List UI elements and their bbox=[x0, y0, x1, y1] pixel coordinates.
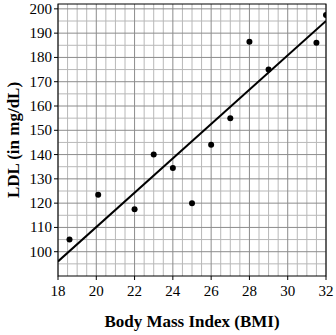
tick-mark bbox=[54, 33, 58, 34]
tick-mark bbox=[54, 178, 58, 179]
x-axis-title: Body Mass Index (BMI) bbox=[104, 312, 279, 331]
y-axis-title: LDL (in mg/dL) bbox=[4, 82, 23, 198]
tick-mark bbox=[54, 81, 58, 82]
data-group bbox=[58, 12, 326, 261]
grid-line bbox=[249, 4, 250, 276]
grid-line bbox=[287, 4, 288, 276]
tick-label: 32 bbox=[319, 283, 334, 299]
grid-line bbox=[58, 178, 326, 179]
tick-mark bbox=[54, 203, 58, 204]
tick-mark bbox=[54, 154, 58, 155]
tick-mark bbox=[211, 276, 212, 280]
grid-line bbox=[58, 251, 326, 252]
tick-label: 100 bbox=[30, 244, 53, 260]
grid-line bbox=[96, 4, 97, 276]
tick-mark bbox=[54, 8, 58, 9]
tick-mark bbox=[54, 227, 58, 228]
tick-mark bbox=[96, 276, 97, 280]
point bbox=[227, 115, 233, 121]
point bbox=[323, 12, 326, 18]
tick-mark bbox=[134, 276, 135, 280]
grid-line bbox=[58, 33, 326, 34]
grid-line bbox=[58, 130, 326, 131]
tick-label: 20 bbox=[89, 283, 104, 299]
tick-mark bbox=[54, 57, 58, 58]
plot-frame bbox=[58, 4, 326, 276]
minor-grid-line bbox=[58, 191, 326, 192]
point bbox=[189, 200, 195, 206]
grid-line bbox=[58, 227, 326, 228]
tick-label: 150 bbox=[30, 122, 53, 138]
minor-grid-line bbox=[58, 93, 326, 94]
tick-mark bbox=[54, 251, 58, 252]
point bbox=[66, 237, 72, 243]
tick-mark bbox=[326, 276, 327, 280]
tick-label: 180 bbox=[30, 49, 53, 65]
grid-line bbox=[58, 8, 326, 9]
grid bbox=[58, 4, 326, 276]
grid-line bbox=[172, 4, 173, 276]
tick-label: 22 bbox=[127, 283, 142, 299]
grid-line bbox=[134, 4, 135, 276]
grid-line bbox=[58, 106, 326, 107]
minor-grid-line bbox=[58, 239, 326, 240]
tick-label: 120 bbox=[30, 195, 53, 211]
point bbox=[208, 142, 214, 148]
tick-mark bbox=[54, 106, 58, 107]
tick-mark bbox=[54, 130, 58, 131]
tick-label: 140 bbox=[30, 147, 53, 163]
tick-label: 110 bbox=[30, 219, 52, 235]
grid-line bbox=[58, 154, 326, 155]
trend-line bbox=[58, 21, 326, 261]
tick-label: 18 bbox=[51, 283, 66, 299]
grid-line bbox=[211, 4, 212, 276]
grid-line bbox=[58, 81, 326, 82]
tick-mark bbox=[58, 276, 59, 280]
point bbox=[313, 40, 319, 46]
tick-label: 24 bbox=[165, 283, 181, 299]
point bbox=[170, 165, 176, 171]
minor-grid-line bbox=[58, 45, 326, 46]
tick-mark bbox=[249, 276, 250, 280]
minor-grid-line bbox=[58, 215, 326, 216]
minor-grid-line bbox=[58, 21, 326, 22]
tick-mark bbox=[172, 276, 173, 280]
tick-label: 200 bbox=[30, 1, 53, 17]
point bbox=[132, 206, 138, 212]
tick-mark bbox=[287, 276, 288, 280]
point bbox=[151, 152, 157, 158]
tick-label: 170 bbox=[30, 74, 53, 90]
tick-label: 160 bbox=[30, 98, 53, 114]
minor-grid-line bbox=[58, 69, 326, 70]
tick-label: 26 bbox=[204, 283, 220, 299]
chart: 18 20 22 24 26 28 30 32 100 110 120 130 140 150 160 170… bbox=[0, 0, 336, 335]
minor-grid-line bbox=[58, 166, 326, 167]
tick-label: 30 bbox=[280, 283, 295, 299]
tick-label: 130 bbox=[30, 171, 53, 187]
tick-label: 28 bbox=[242, 283, 257, 299]
minor-grid-line bbox=[58, 263, 326, 264]
point bbox=[246, 39, 252, 45]
point bbox=[95, 192, 101, 198]
tick-label: 190 bbox=[30, 25, 53, 41]
minor-grid-line bbox=[58, 118, 326, 119]
